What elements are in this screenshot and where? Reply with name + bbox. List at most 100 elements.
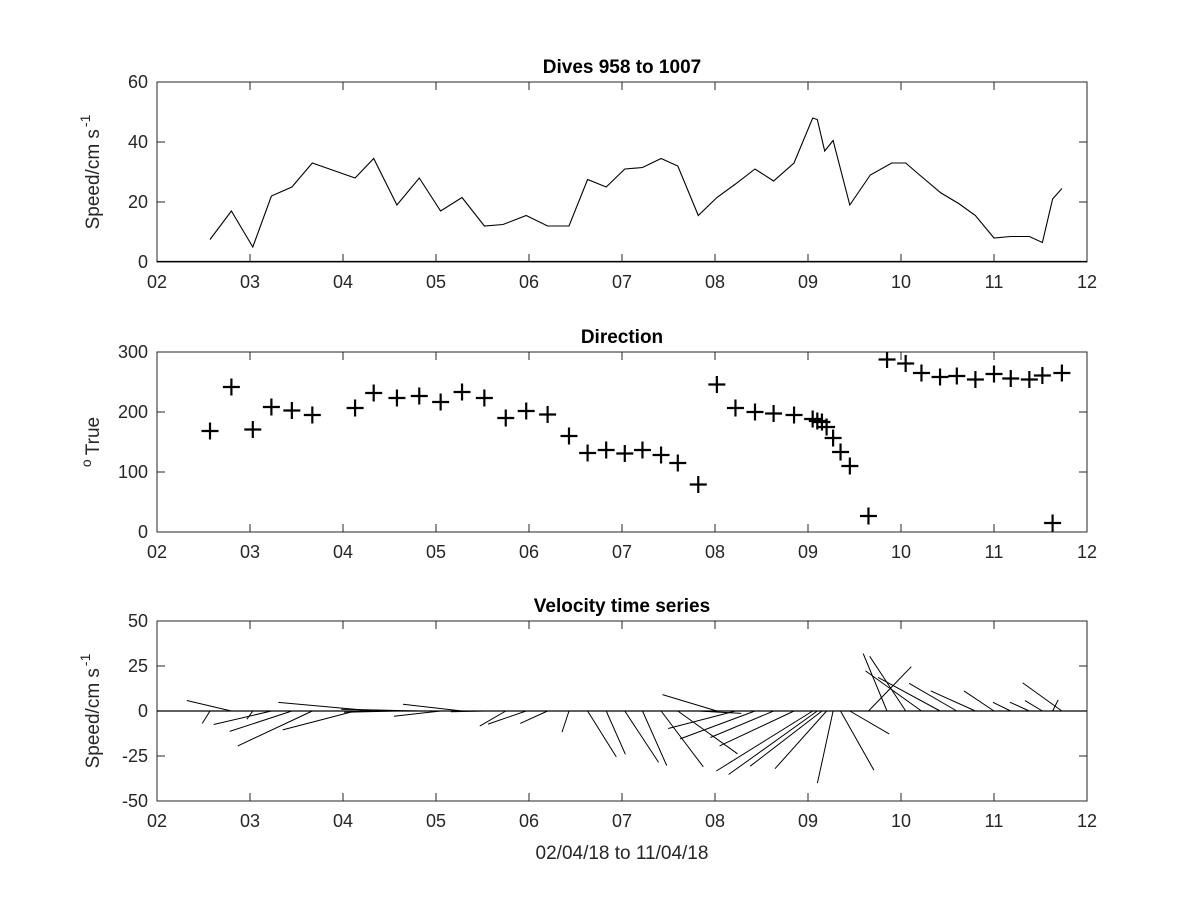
direction-point [365,384,383,402]
direction-point [539,406,557,423]
direction-point [497,409,515,427]
direction-point [878,352,896,368]
direction-point [1044,514,1062,532]
velocity-stick [282,710,356,731]
x-tick-label: 10 [891,811,911,831]
chart-title: Dives 958 to 1007 [543,57,701,78]
velocity-stick [393,710,441,717]
direction-point [726,399,744,417]
direction-point [765,405,783,422]
velocity-stick [660,710,704,768]
y-axis-label-exponent: -1 [77,114,93,127]
direction-point [560,427,578,445]
direction-point [966,371,984,388]
x-tick-label: 11 [985,811,1004,831]
direction-point [1020,371,1038,388]
direction-point [517,402,535,420]
velocity-stick [246,710,254,720]
velocity-stick [450,710,485,713]
velocity-stick [237,710,313,747]
velocity-stick [749,710,823,767]
velocity-stick [679,710,756,740]
x-tick-label: 05 [426,272,446,292]
direction-point [708,376,726,393]
x-tick-label: 02 [147,542,167,562]
direction-panel: Direction 02 03 04 05 06 07 08 09 10 11 12 0 100 200 30… [78,327,1097,562]
x-tick-label: 10 [891,542,911,562]
direction-point [785,406,803,424]
velocity-stick [479,710,507,727]
velocity-stick [605,710,626,755]
y-tick-label: 50 [128,611,148,631]
x-tick-label: 09 [798,542,818,562]
y-tick-label: 300 [118,342,148,362]
direction-point [841,457,859,475]
velocity-stick [719,710,795,747]
x-tick-label: 03 [240,542,260,562]
velocity-stick [677,710,738,755]
velocity-stick [992,701,1011,712]
y-tick-label: 25 [128,656,148,676]
y-tick-label: 40 [128,132,148,152]
y-axis-label-degree: o [78,459,94,467]
direction-point [597,441,615,459]
direction-point [1033,367,1051,384]
velocity-stick [908,682,958,712]
y-tick-label: 20 [128,192,148,212]
x-tick-label: 11 [985,272,1004,292]
y-tick-label: 0 [138,522,148,542]
direction-point [410,387,428,405]
velocity-stick [774,710,827,770]
velocity-stick [213,710,272,725]
direction-point [303,406,321,424]
y-tick-label: 0 [138,252,148,272]
direction-point [222,378,240,396]
velocity-stick [561,710,570,733]
x-tick-label: 10 [891,272,911,292]
direction-point [912,364,930,382]
direction-point [1053,364,1071,382]
direction-point [244,421,262,438]
velocity-stick [201,710,211,724]
velocity-stick [1009,701,1030,712]
velocity-stick [587,710,617,758]
velocity-stick [487,710,527,725]
x-tick-label: 08 [705,542,725,562]
data-marks [157,653,1087,784]
direction-point [201,422,219,440]
y-tick-label: -25 [122,746,148,766]
velocity-stick [930,690,976,712]
velocity-stick [816,710,834,784]
velocity-stick [341,708,420,712]
direction-point [746,403,764,421]
x-tick-label: 08 [705,272,725,292]
velocity-stick [662,694,718,712]
x-axis-label: 02/04/18 to 11/04/18 [536,843,709,864]
x-tick-label: 04 [333,542,353,562]
velocity-stick [186,700,232,712]
y-axis-label: Speed/cm s -1 [77,653,104,768]
velocity-stick [963,690,995,712]
direction-point [616,445,634,462]
direction-point [824,429,842,447]
direction-point [948,367,966,385]
x-tick-label: 02 [147,811,167,831]
chart-title: Velocity time series [534,596,710,617]
velocity-stick [869,656,907,712]
y-tick-label: 100 [118,462,148,482]
velocity-stick [840,710,875,771]
x-tick-label: 12 [1077,272,1097,292]
direction-point [859,507,877,525]
data-marks [201,352,1071,532]
x-tick-label: 07 [612,811,632,831]
velocity-stick [698,710,742,714]
x-tick-label: 06 [519,272,539,292]
direction-point [931,368,949,386]
y-tick-label: -50 [122,791,148,811]
x-tick-label: 08 [705,811,725,831]
y-axis-label: o True [78,417,104,467]
velocity-stick [716,710,813,772]
velocity-stick [849,710,890,735]
direction-point [432,393,450,411]
